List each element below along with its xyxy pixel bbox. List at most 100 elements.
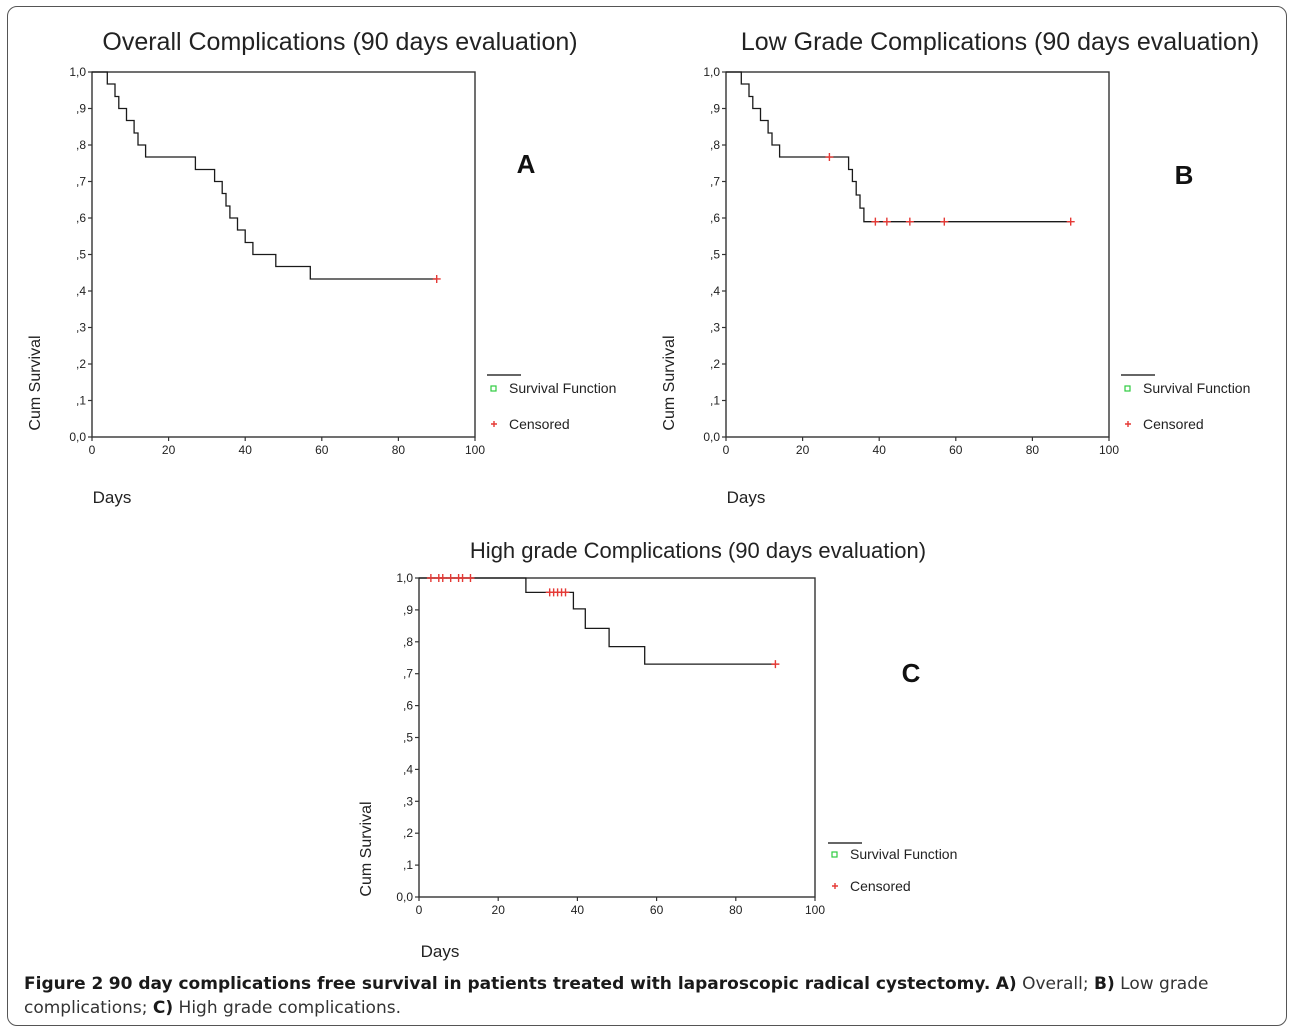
chart-title: Overall Complications (90 days evaluatio… <box>102 28 577 56</box>
caption-a-label: A) <box>995 974 1017 994</box>
figure-frame <box>7 6 1287 1026</box>
censored-marker <box>432 274 441 283</box>
censored-marker <box>458 574 467 582</box>
legend-censored-label: Censored <box>1143 416 1204 432</box>
plot-area <box>418 577 816 898</box>
y-tick-label: ,7 <box>403 667 413 681</box>
panel-letter: A <box>517 149 536 179</box>
censored-marker <box>825 153 834 162</box>
legend-survival-marker <box>1124 385 1131 392</box>
survival-curve <box>726 71 1071 223</box>
censored-marker <box>446 574 455 582</box>
caption-c-text: High grade complications. <box>178 998 401 1018</box>
chart-panel-b: Low Grade Complications (90 days evaluat… <box>661 28 1259 507</box>
x-tick-label: 60 <box>949 443 963 457</box>
x-tick-label: 20 <box>796 443 810 457</box>
survival-curve <box>419 577 776 665</box>
y-tick-label: ,3 <box>710 321 720 335</box>
censored-marker <box>438 574 447 582</box>
x-tick-label: 40 <box>873 443 887 457</box>
y-tick-label: 1,0 <box>703 65 720 79</box>
x-tick-label: 80 <box>1026 443 1040 457</box>
caption-b-text: Low grade complications; <box>24 974 1209 1018</box>
y-tick-label: ,9 <box>76 102 86 116</box>
legend-survival-label: Survival Function <box>850 846 957 862</box>
y-tick-label: ,6 <box>403 699 413 713</box>
y-tick-label: ,7 <box>76 175 86 189</box>
y-tick-label: ,9 <box>403 603 413 617</box>
legend-survival-marker <box>490 385 497 392</box>
panel-letter: B <box>1175 160 1194 190</box>
caption-fig-label: Figure 2 <box>24 974 104 994</box>
legend-censored-marker <box>1125 421 1131 427</box>
legend-censored-label: Censored <box>850 878 911 894</box>
legend-censored-marker <box>491 421 497 427</box>
x-tick-label: 0 <box>416 903 423 917</box>
y-tick-label: 0,0 <box>703 430 720 444</box>
x-tick-label: 80 <box>392 443 406 457</box>
censored-marker <box>905 217 914 226</box>
caption-a-text: Overall; <box>1022 974 1089 994</box>
legend-survival-marker <box>831 851 838 858</box>
km-figure: Overall Complications (90 days evaluatio… <box>27 28 1259 961</box>
plot-area <box>91 71 476 438</box>
caption-title: 90 day complications free survival in pa… <box>108 974 991 994</box>
x-tick-label: 20 <box>492 903 506 917</box>
y-tick-label: ,3 <box>403 794 413 808</box>
caption-b-label: B) <box>1094 974 1115 994</box>
survival-curve <box>92 71 437 280</box>
y-tick-label: ,6 <box>76 211 86 225</box>
y-tick-label: ,8 <box>403 635 413 649</box>
legend-survival-label: Survival Function <box>1143 380 1250 396</box>
figure-caption: Figure 2 90 day complications free survi… <box>24 972 1264 1020</box>
y-axis-label: Cum Survival <box>27 335 44 430</box>
censored-marker <box>771 660 780 669</box>
y-tick-label: 1,0 <box>396 571 413 585</box>
x-tick-label: 0 <box>723 443 730 457</box>
chart-panel-c: High grade Complications (90 days evalua… <box>358 538 957 961</box>
x-tick-label: 100 <box>1099 443 1119 457</box>
chart-title: Low Grade Complications (90 days evaluat… <box>741 28 1259 56</box>
censored-marker <box>940 217 949 226</box>
y-tick-label: ,5 <box>710 248 720 262</box>
x-tick-label: 0 <box>89 443 96 457</box>
y-tick-label: ,5 <box>76 248 86 262</box>
legend-censored-label: Censored <box>509 416 570 432</box>
x-axis-label: Days <box>421 942 460 961</box>
x-tick-label: 20 <box>162 443 176 457</box>
censored-marker <box>426 574 435 582</box>
y-tick-label: ,4 <box>403 762 413 776</box>
chart-panel-a: Overall Complications (90 days evaluatio… <box>27 28 616 507</box>
censored-marker <box>466 574 475 582</box>
y-tick-label: ,1 <box>76 394 86 408</box>
x-tick-label: 100 <box>805 903 825 917</box>
panel-letter: C <box>902 658 921 688</box>
x-tick-label: 60 <box>315 443 329 457</box>
legend: Survival Function Censored <box>1121 374 1250 432</box>
y-tick-label: 0,0 <box>69 430 86 444</box>
y-tick-label: ,5 <box>403 731 413 745</box>
x-tick-label: 40 <box>239 443 253 457</box>
censored-marker <box>882 217 891 226</box>
y-tick-label: ,9 <box>710 102 720 116</box>
y-tick-label: ,3 <box>76 321 86 335</box>
y-axis-label: Cum Survival <box>661 335 678 430</box>
y-tick-label: ,8 <box>76 138 86 152</box>
legend: Survival Function Censored <box>828 842 957 894</box>
y-tick-label: ,8 <box>710 138 720 152</box>
y-tick-label: 0,0 <box>396 890 413 904</box>
censored-marker <box>561 588 570 597</box>
x-tick-label: 100 <box>465 443 485 457</box>
x-tick-label: 40 <box>571 903 585 917</box>
x-axis-label: Days <box>727 488 766 507</box>
legend-censored-marker <box>832 883 838 889</box>
legend-survival-label: Survival Function <box>509 380 616 396</box>
y-tick-label: ,1 <box>403 858 413 872</box>
censored-marker <box>1066 217 1075 226</box>
x-tick-label: 60 <box>650 903 664 917</box>
chart-title: High grade Complications (90 days evalua… <box>470 538 926 563</box>
legend: Survival Function Censored <box>487 374 616 432</box>
censored-marker <box>871 217 880 226</box>
y-tick-label: ,6 <box>710 211 720 225</box>
x-tick-label: 80 <box>729 903 743 917</box>
